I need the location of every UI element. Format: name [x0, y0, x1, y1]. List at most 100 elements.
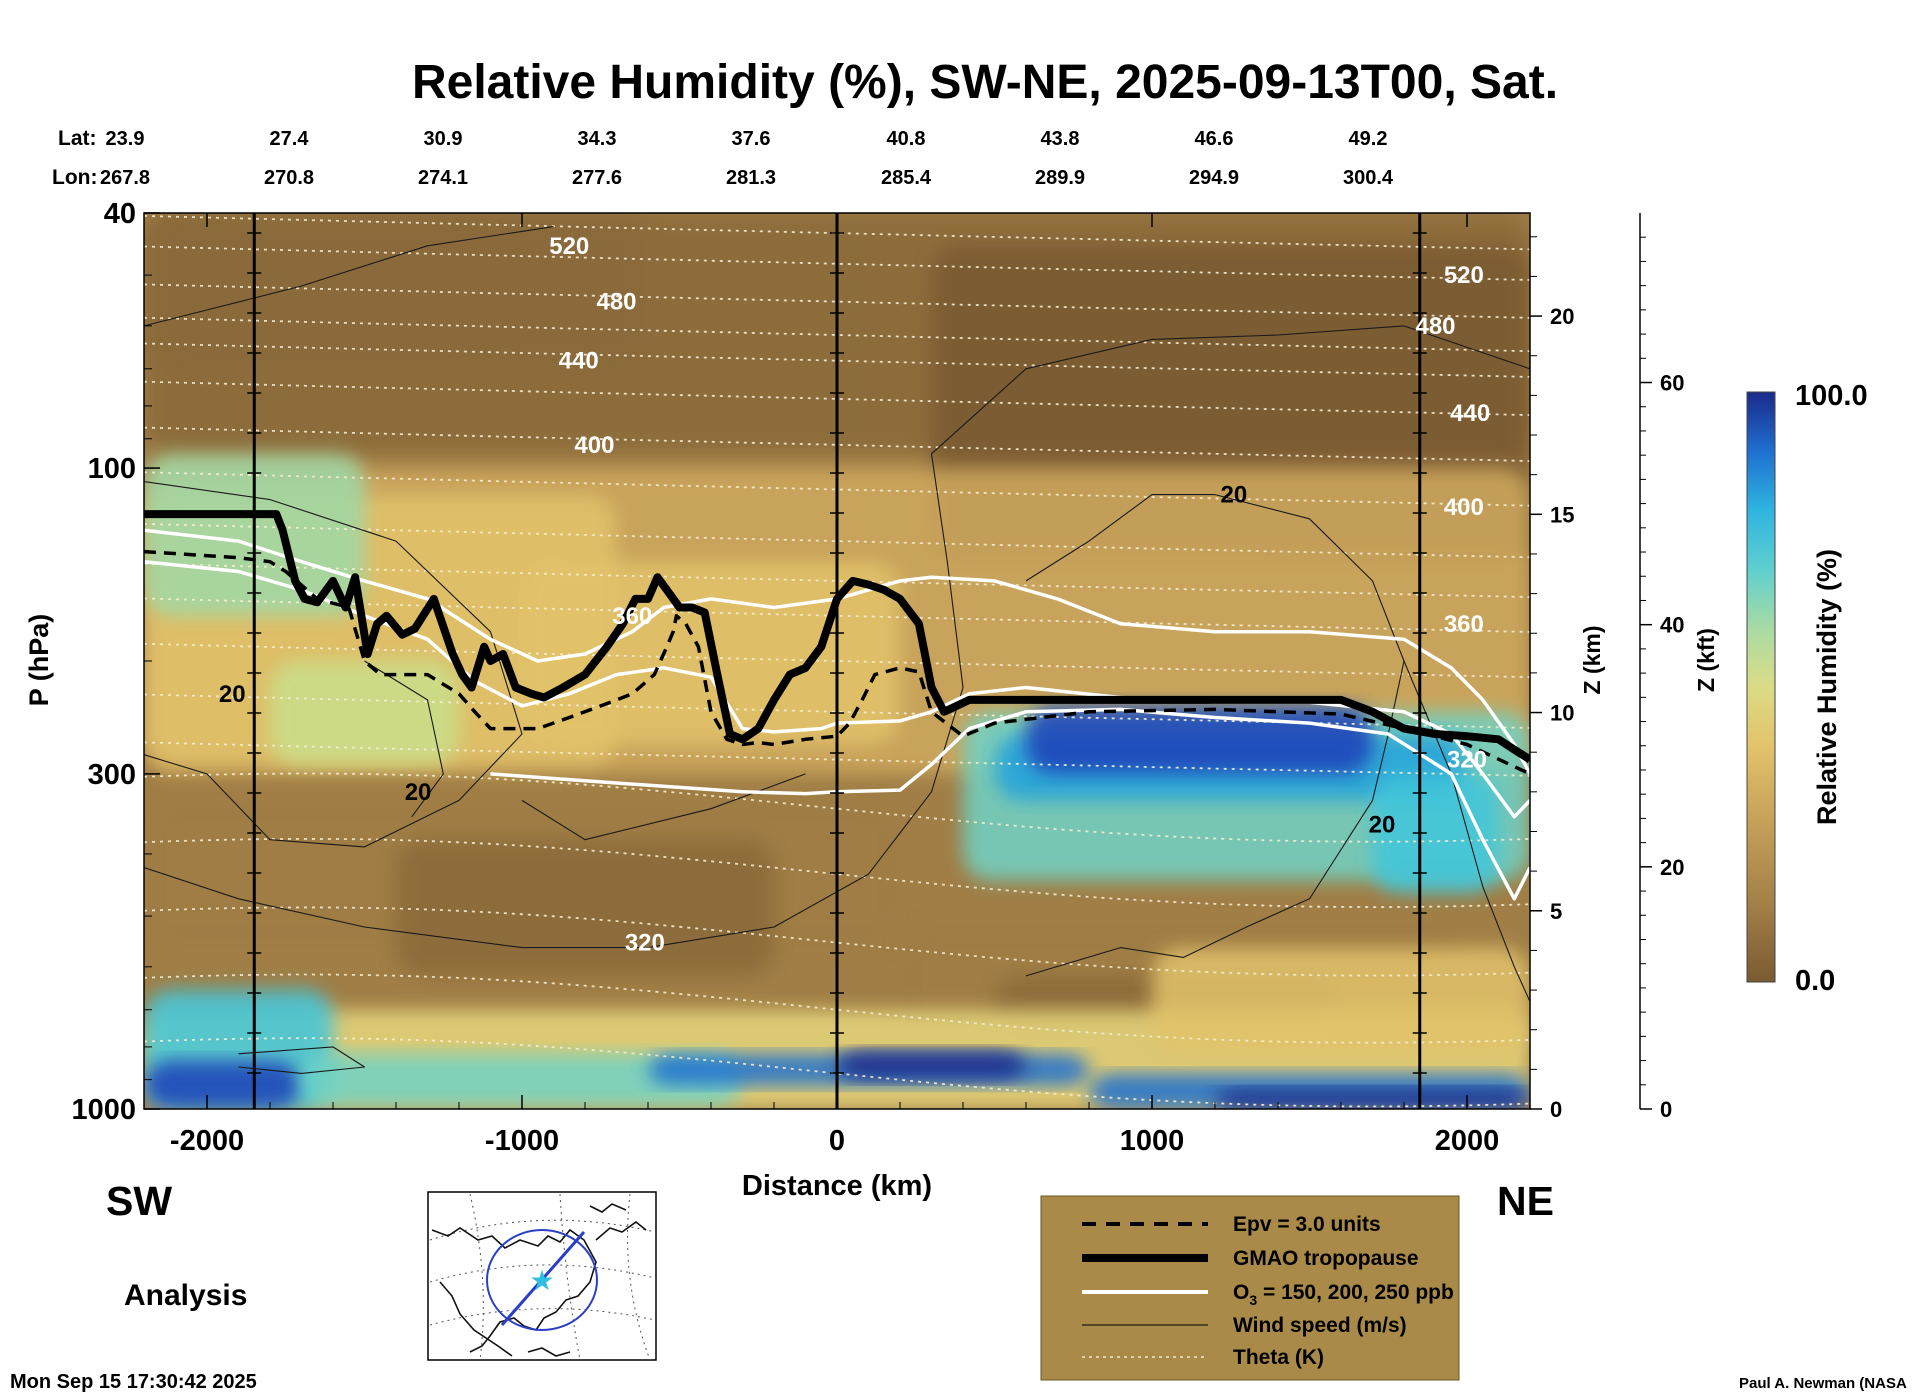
author-credit: Paul A. Newman (NASA — [1739, 1375, 1907, 1392]
z-kft-tick-label: 20 — [1660, 855, 1684, 880]
lon-value: 294.9 — [1189, 167, 1239, 189]
legend-epv-label: Epv = 3.0 units — [1233, 1213, 1381, 1236]
x-tick-label: -1000 — [485, 1125, 559, 1157]
p-tick-label: 100 — [88, 453, 136, 485]
theta-label: 360 — [1444, 611, 1484, 638]
lat-value: 27.4 — [270, 128, 310, 150]
x-tick-label: 0 — [829, 1125, 845, 1157]
lat-value: 46.6 — [1195, 128, 1234, 150]
theta-label: 480 — [596, 289, 636, 316]
z-kft-tick-label: 60 — [1660, 371, 1684, 396]
z-km-axis: 0 5 10 15 20 — [1530, 236, 1574, 1122]
colorbar-title: Relative Humidity (%) — [1812, 549, 1842, 825]
y-axis-label: P (hPa) — [24, 614, 54, 707]
rh-field-patch — [1215, 1088, 1530, 1109]
lat-value: 37.6 — [732, 128, 771, 150]
rh-field-patch — [270, 661, 459, 765]
wind-contour-line — [238, 1046, 366, 1074]
legend-box — [1040, 1195, 1460, 1381]
timestamp: Mon Sep 15 17:30:42 2025 — [10, 1371, 257, 1393]
ozone-contour-line — [490, 707, 1530, 901]
rh-field-patch — [396, 839, 774, 976]
lon-value: 281.3 — [726, 167, 776, 189]
lon-value: 289.9 — [1035, 167, 1085, 189]
z-km-tick-label: 15 — [1550, 502, 1574, 527]
analysis-label: Analysis — [124, 1279, 247, 1312]
legend-wind-label: Wind speed (m/s) — [1233, 1314, 1407, 1337]
wind-contour-line — [144, 481, 523, 848]
pressure-axis: 1000 300 100 40 — [71, 198, 160, 1126]
rh-field — [144, 213, 1530, 1109]
theta-label: 440 — [1450, 400, 1490, 427]
theta-label: 480 — [1415, 313, 1455, 340]
wind-speed-label: 20 — [1369, 812, 1396, 839]
p-tick-label: 40 — [104, 198, 136, 230]
z-km-tick-label: 5 — [1550, 899, 1562, 924]
tropopause-line — [144, 510, 1530, 763]
x-tick-label: -2000 — [170, 1125, 244, 1157]
z-kft-tick-label: 0 — [1660, 1097, 1672, 1122]
lon-value: 285.4 — [881, 167, 932, 189]
theta-label: 400 — [574, 432, 614, 459]
z-kft-axis: 0 20 40 60 — [1639, 213, 1684, 1122]
colorbar-gradient — [1746, 391, 1776, 983]
rh-field-patch — [144, 213, 648, 369]
contour-labels: 520 480 440 400 360 320 520 480 440 400 360 320 20 20… — [219, 233, 1490, 957]
map-range-circle — [486, 1229, 598, 1331]
rh-field-patch — [837, 1050, 1026, 1080]
lat-value: 49.2 — [1349, 128, 1388, 150]
rh-field-patch — [301, 1053, 743, 1107]
lon-label: Lon: — [52, 166, 97, 189]
z-kft-tick-label: 40 — [1660, 613, 1684, 638]
theta-label: 440 — [559, 348, 599, 375]
z-km-axis-label: Z (km) — [1579, 626, 1605, 695]
wind-speed-label: 20 — [405, 779, 432, 806]
x-axis-label: Distance (km) — [742, 1170, 932, 1202]
z-kft-axis-label: Z (kft) — [1693, 628, 1719, 692]
gmao-tropopause-line — [144, 510, 1530, 763]
sw-label: SW — [106, 1178, 172, 1224]
theta-label: 520 — [1444, 262, 1484, 289]
rh-field-patch — [144, 1060, 302, 1109]
p-tick-label: 1000 — [71, 1094, 136, 1126]
legend-ozone-label: O3 = 150, 200, 250 ppb — [1233, 1281, 1454, 1308]
wind-speed-label: 20 — [219, 681, 246, 708]
section-center-star-icon: ★ — [529, 1265, 554, 1296]
lon-value: 267.8 — [100, 167, 150, 189]
colorbar: 100.0 0.0 Relative Humidity (%) — [1746, 380, 1868, 997]
z-km-tick-label: 20 — [1550, 304, 1574, 329]
rh-field-patch — [1152, 947, 1530, 1054]
wind-speed-contours — [144, 226, 1530, 1074]
wind-contour-line — [1025, 494, 1405, 977]
lon-value: 300.4 — [1343, 167, 1394, 189]
inset-map: ★ — [427, 1191, 657, 1361]
plot-area: 520 480 440 400 360 320 520 480 440 400 360 320 20 20… — [144, 213, 1530, 1109]
z-km-tick-label: 0 — [1550, 1097, 1562, 1122]
wind-contour-line — [144, 226, 554, 327]
theta-label: 520 — [549, 233, 589, 260]
wind-contour-line — [144, 325, 1530, 949]
x-axis: -2000 -1000 0 1000 2000 — [170, 213, 1499, 1157]
lat-value: 43.8 — [1041, 128, 1080, 150]
legend-tropopause-label: GMAO tropopause — [1233, 1247, 1419, 1270]
theta-label: 360 — [612, 603, 652, 630]
x-tick-label: 2000 — [1435, 1125, 1500, 1157]
lat-label: Lat: — [58, 127, 97, 150]
colorbar-max-label: 100.0 — [1795, 380, 1868, 412]
lat-value: 34.3 — [578, 128, 617, 150]
colorbar-min-label: 0.0 — [1795, 965, 1835, 997]
chart-title: Relative Humidity (%), SW-NE, 2025-09-13… — [412, 56, 1558, 109]
legend: Epv = 3.0 units GMAO tropopause O3 = 150… — [1040, 1195, 1460, 1381]
map-coastlines — [431, 1203, 647, 1357]
theta-label: 320 — [1447, 747, 1487, 774]
map-graticule — [429, 1193, 656, 1361]
wind-speed-label: 20 — [1221, 482, 1248, 509]
wind-contour-line — [364, 660, 444, 818]
lat-value: 23.9 — [106, 128, 145, 150]
x-tick-label: 1000 — [1120, 1125, 1185, 1157]
legend-theta-label: Theta (K) — [1233, 1346, 1324, 1369]
epv-line — [144, 549, 1530, 776]
lat-value: 40.8 — [887, 128, 926, 150]
lat-value: 30.9 — [424, 128, 463, 150]
